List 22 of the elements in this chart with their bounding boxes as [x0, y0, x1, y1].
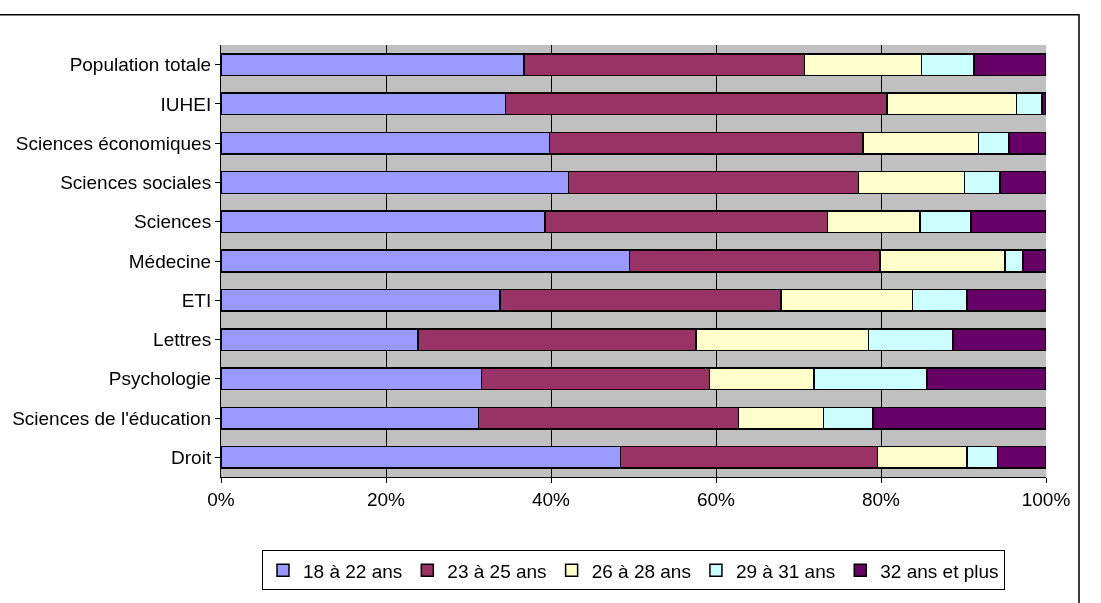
y-tick-label: Sciences de l'éducation: [12, 407, 212, 429]
x-tick-label: 20%: [366, 488, 406, 510]
y-tick-label: Droit: [171, 447, 212, 469]
y-tick-label: Sciences: [134, 211, 212, 233]
legend-label: 29 à 31 ans: [735, 560, 836, 582]
x-tick-label: 80%: [861, 488, 901, 510]
y-tick-label: Sciences sociales: [60, 172, 212, 194]
legend-label: 18 à 22 ans: [303, 560, 403, 582]
x-tick-label: 60%: [696, 488, 736, 510]
x-tick-label: 0%: [207, 488, 235, 510]
legend-label: 32 ans et plus: [880, 560, 999, 582]
y-tick-label: Lettres: [153, 329, 212, 351]
legend-label: 23 à 25 ans: [447, 560, 547, 582]
y-tick-label: IUHEI: [160, 93, 212, 115]
legend-label: 26 à 28 ans: [591, 560, 691, 582]
x-tick-label: 100%: [1021, 488, 1071, 510]
x-tick-label: 40%: [531, 488, 571, 510]
y-tick-label: ETI: [181, 289, 212, 311]
y-tick-label: Sciences économiques: [15, 132, 212, 154]
y-tick-label: Population totale: [69, 54, 212, 76]
y-tick-label: Psychologie: [108, 368, 212, 390]
y-tick-label: Médecine: [128, 250, 212, 272]
